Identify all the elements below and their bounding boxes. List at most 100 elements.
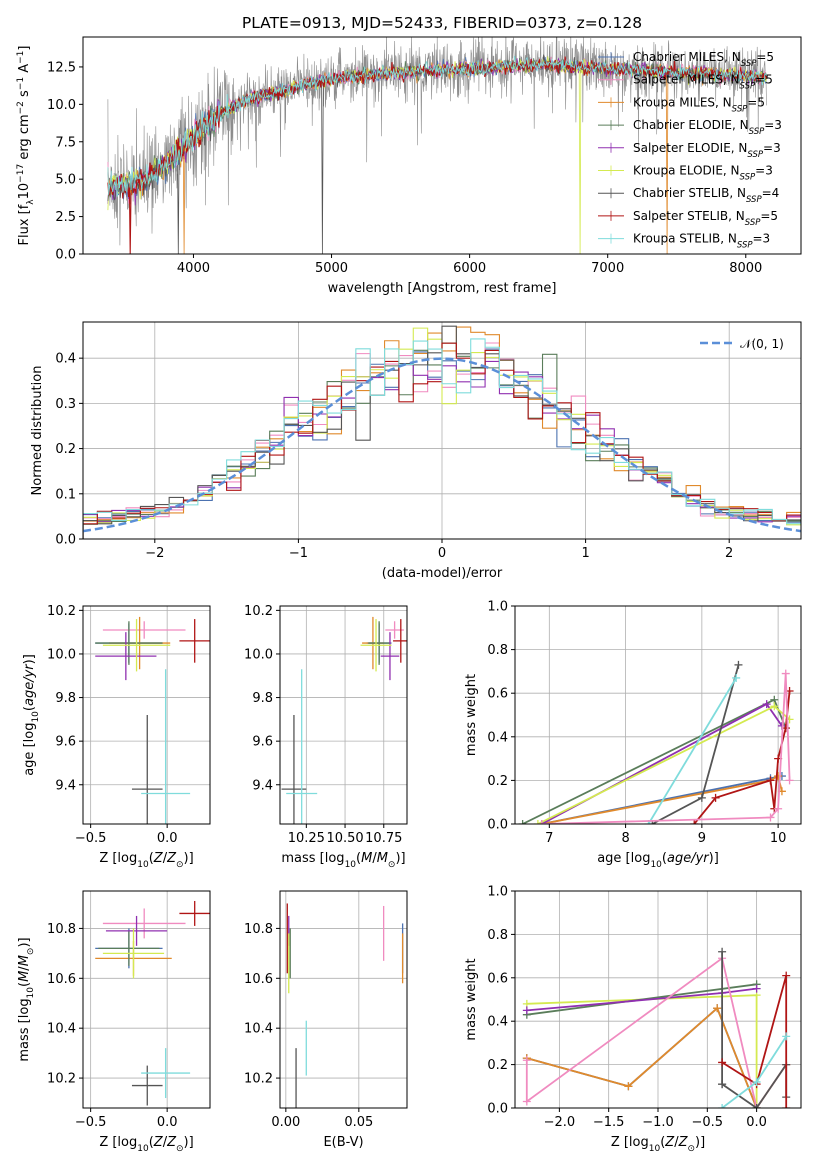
x-axis-label: Z [log10(Z/Z⊙)] <box>99 1135 193 1154</box>
x-axis-label: (data-model)/error <box>382 566 503 581</box>
legend-label: 𝒩(0, 1) <box>740 337 784 351</box>
y-tick-label: 12.5 <box>47 60 76 75</box>
weight-marker <box>718 947 727 956</box>
errorbar-kroupa-elodie <box>360 619 392 672</box>
legend: Chabrier MILES, NSSP=5 Salpeter MILES, NS… <box>598 50 782 251</box>
figure-title: PLATE=0913, MJD=52433, FIBERID=0373, z=0… <box>242 14 642 32</box>
y-tick-label: 0.0 <box>487 818 508 833</box>
legend-item: Chabrier MILES, NSSP=5 <box>598 50 774 69</box>
weight-line <box>693 690 791 824</box>
weight-marker <box>522 1097 531 1106</box>
errorbar-kroupa-stelib <box>286 669 318 824</box>
x-tick-label: −2 <box>145 546 164 561</box>
weight-marker <box>752 984 761 993</box>
weight-marker <box>782 971 791 980</box>
y-tick-label: 0.1 <box>55 487 76 502</box>
weight-marker <box>752 1077 761 1086</box>
weight-marker <box>734 660 743 669</box>
legend-label: Salpeter STELIB, NSSP=5 <box>633 209 778 228</box>
y-tick-label: 10.2 <box>244 1072 273 1087</box>
y-tick-label: 0.8 <box>487 928 508 943</box>
y-tick-label: 10.2 <box>47 1072 76 1087</box>
x-tick-label: 0 <box>438 546 446 561</box>
y-tick-label: 10.2 <box>47 604 76 619</box>
legend-item: Chabrier ELODIE, NSSP=3 <box>598 118 782 137</box>
x-tick-label: 6000 <box>453 261 486 276</box>
series-kroupa-elodie <box>522 991 761 1108</box>
weight-marker <box>718 1080 727 1089</box>
legend-label: Chabrier MILES, NSSP=5 <box>633 50 774 69</box>
errorbar-salpeter-elodie <box>380 632 400 681</box>
x-tick-label: −0.5 <box>692 1115 724 1130</box>
legend-item: Salpeter STELIB, NSSP=5 <box>598 209 778 228</box>
plot-area <box>95 616 210 824</box>
weight-line <box>526 1006 787 1108</box>
legend-label: Chabrier ELODIE, NSSP=3 <box>633 118 782 137</box>
x-axis-label: Z [log10(Z/Z⊙)] <box>611 1135 705 1154</box>
x-tick-label: −1.5 <box>593 1115 625 1130</box>
axes-frame <box>82 605 211 825</box>
y-tick-label: 0.2 <box>487 1058 508 1073</box>
errorbar-chabrier-stelib <box>131 1065 163 1106</box>
y-tick-label: 10.2 <box>244 604 273 619</box>
y-axis-label: Normed distribution <box>30 366 45 496</box>
weight-marker <box>762 700 771 709</box>
weight-marker <box>766 813 775 822</box>
x-tick-label: 1 <box>581 546 589 561</box>
series-chabrier-elodie <box>518 695 790 824</box>
x-tick-label: −0.5 <box>75 831 107 846</box>
x-tick-label: −2.0 <box>544 1115 576 1130</box>
legend-label: Salpeter ELODIE, NSSP=3 <box>633 141 781 160</box>
y-tick-label: 0.4 <box>487 1015 508 1030</box>
y-tick-label: 10.0 <box>47 98 76 113</box>
y-tick-label: 9.6 <box>252 735 273 750</box>
x-tick-label: 2 <box>725 546 733 561</box>
weight-marker <box>718 1104 727 1108</box>
x-tick-label: 8 <box>621 831 629 846</box>
errorbar-salpeter-stelib <box>179 900 210 926</box>
legend-label: Kroupa MILES, NSSP=5 <box>633 95 765 114</box>
plot-area <box>107 37 768 254</box>
legend-item: Kroupa ELODIE, NSSP=3 <box>598 164 773 183</box>
y-tick-label: 0.6 <box>487 971 508 986</box>
errorbar-salpeter-elodie <box>95 632 157 681</box>
axes-frame <box>82 36 802 255</box>
weight-marker <box>522 1056 531 1065</box>
axes-frame <box>279 605 408 825</box>
errorbar-chabrier-elodie <box>368 621 390 665</box>
weight-marker <box>782 1104 791 1108</box>
errorbar-salpeter-stelib <box>179 619 210 663</box>
y-tick-label: 7.5 <box>55 135 76 150</box>
legend: 𝒩(0, 1) <box>700 337 784 351</box>
x-tick-label: 9 <box>698 831 706 846</box>
weight-marker <box>690 820 699 824</box>
y-tick-label: 0.4 <box>487 730 508 745</box>
x-tick-label: 8000 <box>729 261 762 276</box>
x-tick-label: 0.0 <box>157 831 178 846</box>
weight-marker <box>766 776 775 785</box>
weight-marker <box>774 804 783 813</box>
axes-frame <box>279 890 408 1109</box>
series-kroupa-stelib <box>644 673 741 824</box>
plot-area <box>83 325 801 539</box>
panel-residuals: −2 −1 0 1 2 0.0 0.1 0.2 0.3 0.4 (data-model)/error… <box>30 321 802 581</box>
observed-spectrum <box>107 37 767 246</box>
plot-area <box>95 900 210 1106</box>
x-tick-label: 10.75 <box>365 831 402 846</box>
weight-marker <box>732 673 741 682</box>
panel-age_vs_Z: −0.5 0.0 9.4 9.6 9.8 10.0 10.2 Z [log10(Z/Z⊙)] a… <box>22 604 211 870</box>
weight-marker <box>711 793 720 802</box>
model-kroupa-miles <box>107 59 767 254</box>
weight-marker <box>782 1032 791 1041</box>
x-tick-label: 4000 <box>177 261 210 276</box>
series-salpeter-miles <box>537 669 794 824</box>
weight-marker <box>533 820 542 824</box>
plot-area <box>522 947 791 1108</box>
legend-label: Chabrier STELIB, NSSP=4 <box>633 186 779 205</box>
y-tick-label: 9.8 <box>252 691 273 706</box>
y-tick-label: 10.6 <box>47 972 76 987</box>
errorbar-salpeter-stelib <box>393 619 407 663</box>
weight-marker <box>781 669 790 678</box>
model-kroupa-stelib <box>107 55 767 197</box>
